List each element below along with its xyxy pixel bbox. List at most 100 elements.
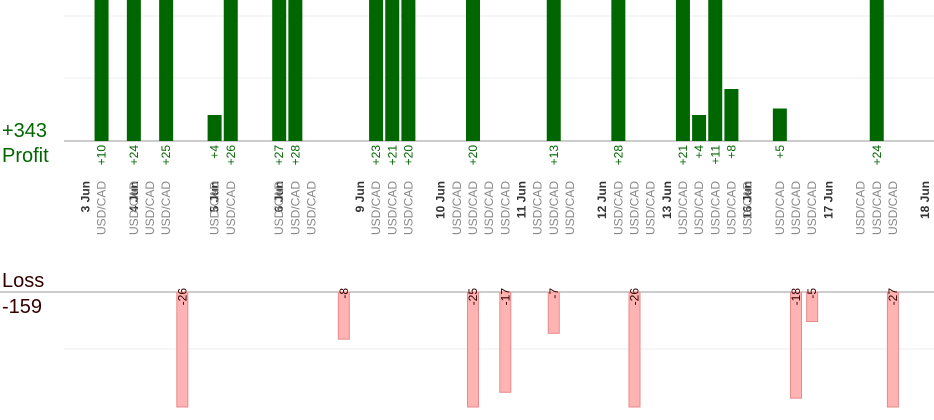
date-label: 17 Jun <box>821 181 835 219</box>
symbol-label: USD/CAD <box>708 181 722 235</box>
symbol-label: USD/CAD <box>159 181 173 235</box>
symbol-label: USD/CAD <box>466 181 480 235</box>
date-label: 3 Jun <box>78 181 92 212</box>
symbol-label: USD/CAD <box>450 181 464 235</box>
loss-bar-label: -8 <box>337 288 351 299</box>
profit-bar-label: +25 <box>159 145 173 166</box>
profit-bar-label: +20 <box>466 145 480 166</box>
profit-bar-label: +13 <box>547 145 561 166</box>
profit-bar-label: +27 <box>272 145 286 166</box>
symbol-label: USD/CAD <box>127 181 141 235</box>
profit-bar <box>611 0 626 141</box>
loss-bar <box>176 291 189 408</box>
profit-bar-label: +24 <box>127 145 141 166</box>
profit-bar-label: +4 <box>208 145 222 159</box>
symbol-label: USD/CAD <box>870 181 884 235</box>
profit-bar <box>772 108 787 141</box>
profit-bar-label: +28 <box>288 145 302 166</box>
symbol-label: USD/CAD <box>741 181 755 235</box>
loss-label: Loss <box>2 270 45 292</box>
symbol-label: USD/CAD <box>401 181 415 235</box>
date-label: 16 Jun <box>741 181 755 219</box>
symbol-label: USD/CAD <box>224 181 238 235</box>
loss-bar-label: -26 <box>628 288 642 306</box>
loss-bar-label: -25 <box>466 288 480 306</box>
profit-bar <box>401 0 416 141</box>
profit-bar <box>288 0 303 141</box>
loss-bar <box>337 291 350 340</box>
loss-bar <box>790 291 802 399</box>
loss-bar-label: -5 <box>805 288 819 299</box>
loss-bar-label: -26 <box>175 288 189 306</box>
profit-bar <box>272 0 287 141</box>
profit-bar-label: +20 <box>401 145 415 166</box>
symbol-label: USD/CAD <box>724 181 738 235</box>
symbol-label: USD/CAD <box>563 181 577 235</box>
profit-bar-label: +5 <box>773 145 787 159</box>
symbol-label: USD/CAD <box>143 181 157 235</box>
loss-bar <box>467 291 479 408</box>
symbol-label: USD/CAD <box>482 181 496 235</box>
profit-bar <box>466 0 480 141</box>
profit-bar-label: +26 <box>224 145 238 166</box>
symbol-label: USD/CAD <box>789 181 803 235</box>
symbol-label: USD/CAD <box>547 181 561 235</box>
loss-total: -159 <box>2 296 43 318</box>
loss-bar <box>547 291 560 334</box>
profit-bar-label: +21 <box>385 145 399 166</box>
symbol-label: USD/CAD <box>95 181 109 235</box>
loss-bar <box>886 291 899 408</box>
symbol-label: USD/CAD <box>531 181 545 235</box>
profit-bar <box>207 115 222 141</box>
profit-bar <box>724 89 739 141</box>
profit-bar <box>385 0 400 141</box>
symbol-label: USD/CAD <box>498 181 512 235</box>
date-label: 4 Jun <box>127 181 141 212</box>
symbol-label: USD/CAD <box>208 181 222 235</box>
profit-bar <box>675 0 690 141</box>
profit-bar <box>869 0 884 141</box>
profit-bar <box>126 0 141 141</box>
loss-bar <box>806 291 819 322</box>
date-label: 12 Jun <box>595 181 609 219</box>
symbol-label: USD/CAD <box>272 181 286 235</box>
date-label: 5 Jun <box>208 181 222 212</box>
profit-bar <box>692 115 707 141</box>
profit-bar-label: +10 <box>95 145 109 166</box>
symbol-label: USD/CAD <box>886 181 900 235</box>
profit-bar <box>94 0 109 141</box>
profit-bar-label: +28 <box>611 145 625 166</box>
date-label: 11 Jun <box>514 181 528 218</box>
loss-bar <box>628 291 641 408</box>
profit-bar <box>546 0 561 141</box>
loss-bar-label: -18 <box>789 288 803 306</box>
profit-bar <box>708 0 723 141</box>
profit-label: Profit <box>2 145 49 167</box>
profit-bar <box>223 0 238 141</box>
profit-bar <box>369 0 384 141</box>
symbol-label: USD/CAD <box>288 181 302 235</box>
date-label: 18 Jun <box>918 181 932 219</box>
symbol-label: USD/CAD <box>369 181 383 235</box>
profit-bar-label: +8 <box>724 145 738 159</box>
profit-bar-label: +11 <box>708 145 722 165</box>
symbol-label: USD/CAD <box>854 181 868 235</box>
symbol-label: USD/CAD <box>676 181 690 235</box>
date-label: 6 Jun <box>272 181 286 212</box>
symbol-label: USD/CAD <box>805 181 819 235</box>
symbol-label: USD/CAD <box>611 181 625 235</box>
symbol-label: USD/CAD <box>628 181 642 235</box>
loss-bar-label: -7 <box>547 288 561 299</box>
date-label: 9 Jun <box>353 181 367 212</box>
symbol-label: USD/CAD <box>773 181 787 235</box>
loss-bar <box>499 291 512 393</box>
profit-bar <box>159 0 174 141</box>
profit-bar-label: +23 <box>369 145 383 166</box>
profit-bar-label: +24 <box>870 145 884 166</box>
symbol-label: USD/CAD <box>692 181 706 235</box>
date-label: 13 Jun <box>660 181 674 219</box>
symbol-label: USD/CAD <box>385 181 399 235</box>
profit-bar-label: +4 <box>692 145 706 159</box>
